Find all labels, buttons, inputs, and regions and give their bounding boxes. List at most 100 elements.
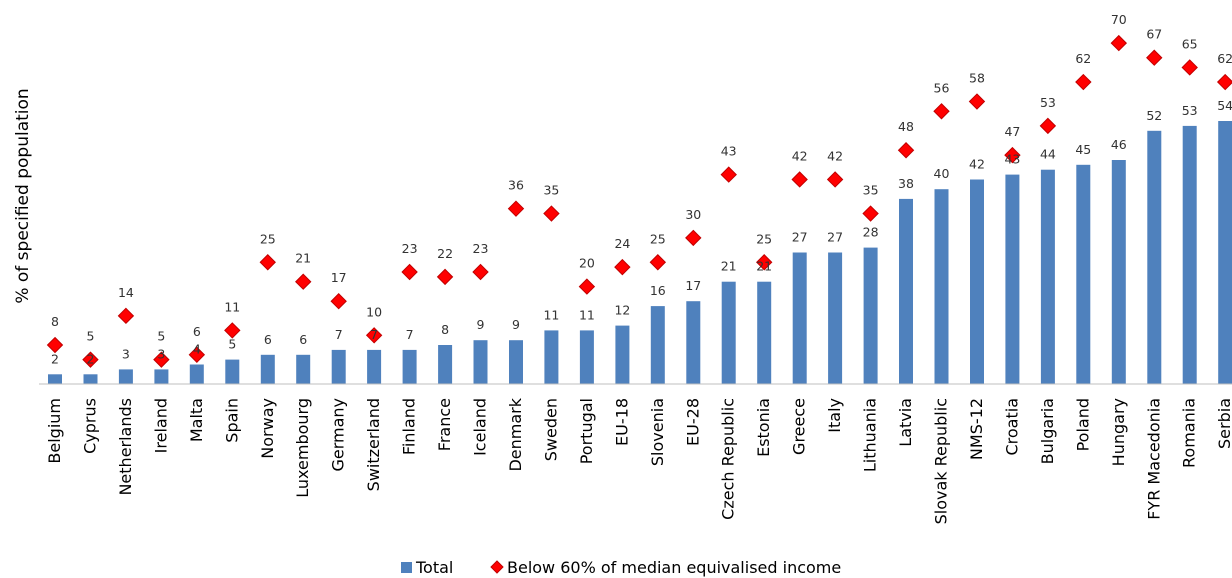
marker-below60-sweden <box>543 205 560 222</box>
value-label-total-luxembourg: 6 <box>299 332 307 347</box>
category-label-germany: Germany <box>329 398 348 472</box>
value-label-total-slovenia: 16 <box>650 283 666 298</box>
marker-below60-portugal <box>578 278 596 295</box>
value-label-below60-switzerland: 10 <box>366 304 382 319</box>
marker-below60-luxembourg <box>295 273 312 290</box>
category-label-france: France <box>435 398 454 451</box>
value-label-total-romania: 53 <box>1182 103 1198 118</box>
marker-below60-norway <box>259 254 276 271</box>
value-label-total-sweden: 11 <box>543 307 559 322</box>
value-label-total-malta: 4 <box>193 342 201 357</box>
value-label-below60-bulgaria: 53 <box>1040 95 1056 110</box>
marker-below60-slovak-republic <box>933 103 950 120</box>
marker-below60-ireland <box>153 351 170 368</box>
value-label-total-belgium: 2 <box>51 351 59 366</box>
value-label-below60-latvia: 48 <box>898 119 914 134</box>
category-label-romania: Romania <box>1180 398 1199 468</box>
value-label-total-estonia: 21 <box>756 259 772 274</box>
value-label-below60-fyr-macedonia: 67 <box>1146 27 1162 42</box>
marker-below60-greece <box>791 171 808 188</box>
value-label-below60-norway: 25 <box>260 231 276 246</box>
marker-below60-belgium <box>46 336 64 354</box>
marker-below60-malta <box>188 346 206 363</box>
bar-total-ireland <box>154 369 169 384</box>
value-label-below60-greece: 42 <box>792 149 808 164</box>
value-label-total-cyprus: 2 <box>87 351 95 366</box>
value-label-below60-slovak-republic: 56 <box>934 80 950 95</box>
value-label-below60-serbia: 62 <box>1217 51 1232 66</box>
bar-total-bulgaria <box>1040 169 1055 384</box>
category-label-lithuania: Lithuania <box>861 398 880 472</box>
value-label-total-spain: 5 <box>228 337 236 352</box>
value-label-total-bulgaria: 44 <box>1040 147 1056 162</box>
bar-total-slovenia <box>650 306 665 384</box>
marker-below60-hungary <box>1110 34 1128 52</box>
category-label-fyr-macedonia: FYR Macedonia <box>1144 398 1163 520</box>
value-label-total-norway: 6 <box>264 332 272 347</box>
value-label-below60-lithuania: 35 <box>863 183 879 198</box>
value-label-total-germany: 7 <box>335 327 343 342</box>
legend-total-label: Total <box>415 558 453 577</box>
bar-total-eu-18 <box>615 325 630 384</box>
marker-below60-lithuania <box>862 205 879 222</box>
value-label-below60-denmark: 36 <box>508 178 524 193</box>
value-label-below60-eu-28: 30 <box>685 207 701 222</box>
marker-below60-czech-republic <box>720 166 737 183</box>
y-axis-label: % of specified population <box>13 88 33 303</box>
markers-layer <box>46 34 1232 368</box>
marker-below60-iceland <box>472 263 489 281</box>
marker-below60-france <box>436 268 454 286</box>
category-label-cyprus: Cyprus <box>81 398 100 454</box>
category-label-slovak-republic: Slovak Republic <box>932 398 951 524</box>
value-label-below60-belgium: 8 <box>51 314 59 329</box>
category-label-bulgaria: Bulgaria <box>1038 398 1057 464</box>
bar-total-france <box>438 345 453 384</box>
value-label-total-serbia: 54 <box>1217 98 1232 113</box>
marker-below60-nms-12 <box>968 93 986 110</box>
bar-total-belgium <box>48 374 62 384</box>
value-label-total-eu-18: 12 <box>614 303 630 318</box>
category-label-denmark: Denmark <box>506 397 525 471</box>
value-label-below60-malta: 6 <box>193 324 201 339</box>
category-label-belgium: Belgium <box>45 398 64 464</box>
value-label-below60-luxembourg: 21 <box>295 251 311 266</box>
marker-below60-slovenia <box>649 254 667 271</box>
category-label-croatia: Croatia <box>1002 398 1021 456</box>
marker-below60-romania <box>1181 59 1198 76</box>
value-label-below60-nms-12: 58 <box>969 71 985 86</box>
value-label-total-latvia: 38 <box>898 176 914 191</box>
value-label-total-netherlands: 3 <box>122 346 130 361</box>
value-label-below60-slovenia: 25 <box>650 231 666 246</box>
category-label-eu-18: EU-18 <box>612 398 631 446</box>
category-label-switzerland: Switzerland <box>364 398 383 491</box>
marker-below60-spain <box>224 322 241 339</box>
category-label-finland: Finland <box>400 398 419 455</box>
value-label-below60-poland: 62 <box>1075 51 1091 66</box>
bar-total-malta <box>189 364 204 384</box>
category-label-norway: Norway <box>258 398 277 459</box>
bar-total-cyprus <box>83 374 98 384</box>
bar-total-germany <box>331 349 346 384</box>
value-label-total-hungary: 46 <box>1111 137 1127 152</box>
value-label-below60-netherlands: 14 <box>118 285 134 300</box>
marker-below60-switzerland <box>365 327 383 344</box>
value-label-below60-czech-republic: 43 <box>721 144 737 159</box>
value-label-below60-croatia: 47 <box>1004 124 1020 139</box>
value-label-below60-eu-18: 24 <box>614 236 630 251</box>
value-label-below60-iceland: 23 <box>473 241 489 256</box>
value-label-total-france: 8 <box>441 322 449 337</box>
legend-total-swatch <box>401 562 412 573</box>
marker-below60-cyprus <box>82 351 99 368</box>
category-label-netherlands: Netherlands <box>116 398 135 496</box>
marker-below60-croatia <box>1004 146 1021 164</box>
bar-total-switzerland <box>367 349 382 384</box>
value-label-total-nms-12: 42 <box>969 157 985 172</box>
value-label-total-eu-28: 17 <box>685 278 701 293</box>
marker-below60-netherlands <box>117 307 135 325</box>
value-label-below60-italy: 42 <box>827 149 843 164</box>
value-label-below60-cyprus: 5 <box>87 329 95 344</box>
value-label-below60-hungary: 70 <box>1111 12 1127 27</box>
value-label-total-fyr-macedonia: 52 <box>1146 108 1162 123</box>
category-label-portugal: Portugal <box>577 398 596 464</box>
legend-below60-label: Below 60% of median equivalised income <box>507 558 841 577</box>
